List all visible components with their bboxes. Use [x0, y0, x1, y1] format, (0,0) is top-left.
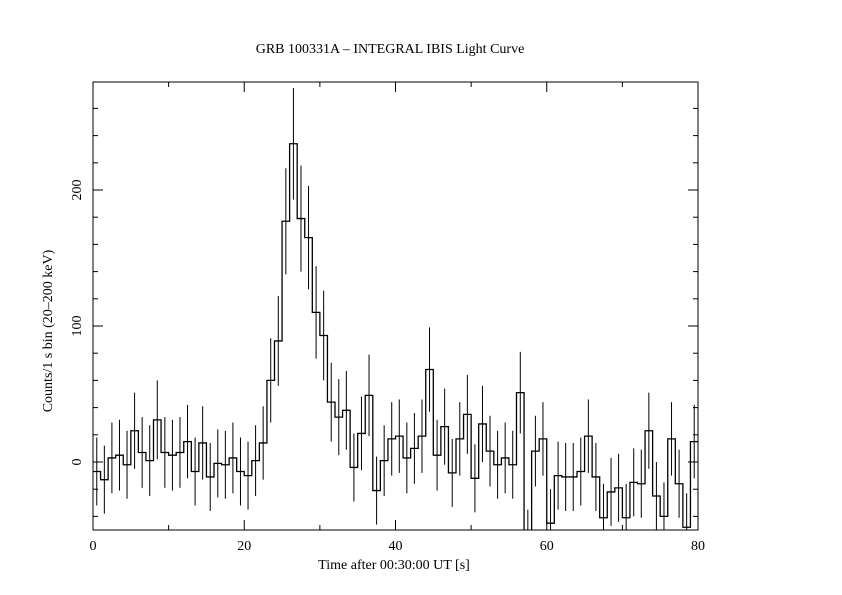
y-tick-label: 200	[70, 180, 85, 201]
y-axis-label: Counts/1 s bin (20–200 keV)	[41, 249, 56, 412]
data-marks	[93, 88, 698, 530]
x-tick-label: 40	[389, 539, 403, 554]
y-tick-label: 0	[70, 459, 85, 466]
tick-labels: 0 20 40 60 80 0 100 200	[70, 180, 705, 555]
x-axis-label: Time after 00:30:00 UT [s]	[318, 558, 470, 573]
histogram-line	[93, 143, 698, 530]
chart-title: GRB 100331A – INTEGRAL IBIS Light Curve	[256, 42, 525, 57]
x-tick-label: 20	[237, 539, 251, 554]
x-tick-label: 80	[691, 539, 705, 554]
x-tick-label: 0	[90, 539, 97, 554]
x-tick-label: 60	[540, 539, 554, 554]
plot-frame	[92, 81, 699, 531]
y-tick-label: 100	[70, 316, 85, 337]
axis-ticks	[92, 82, 699, 530]
